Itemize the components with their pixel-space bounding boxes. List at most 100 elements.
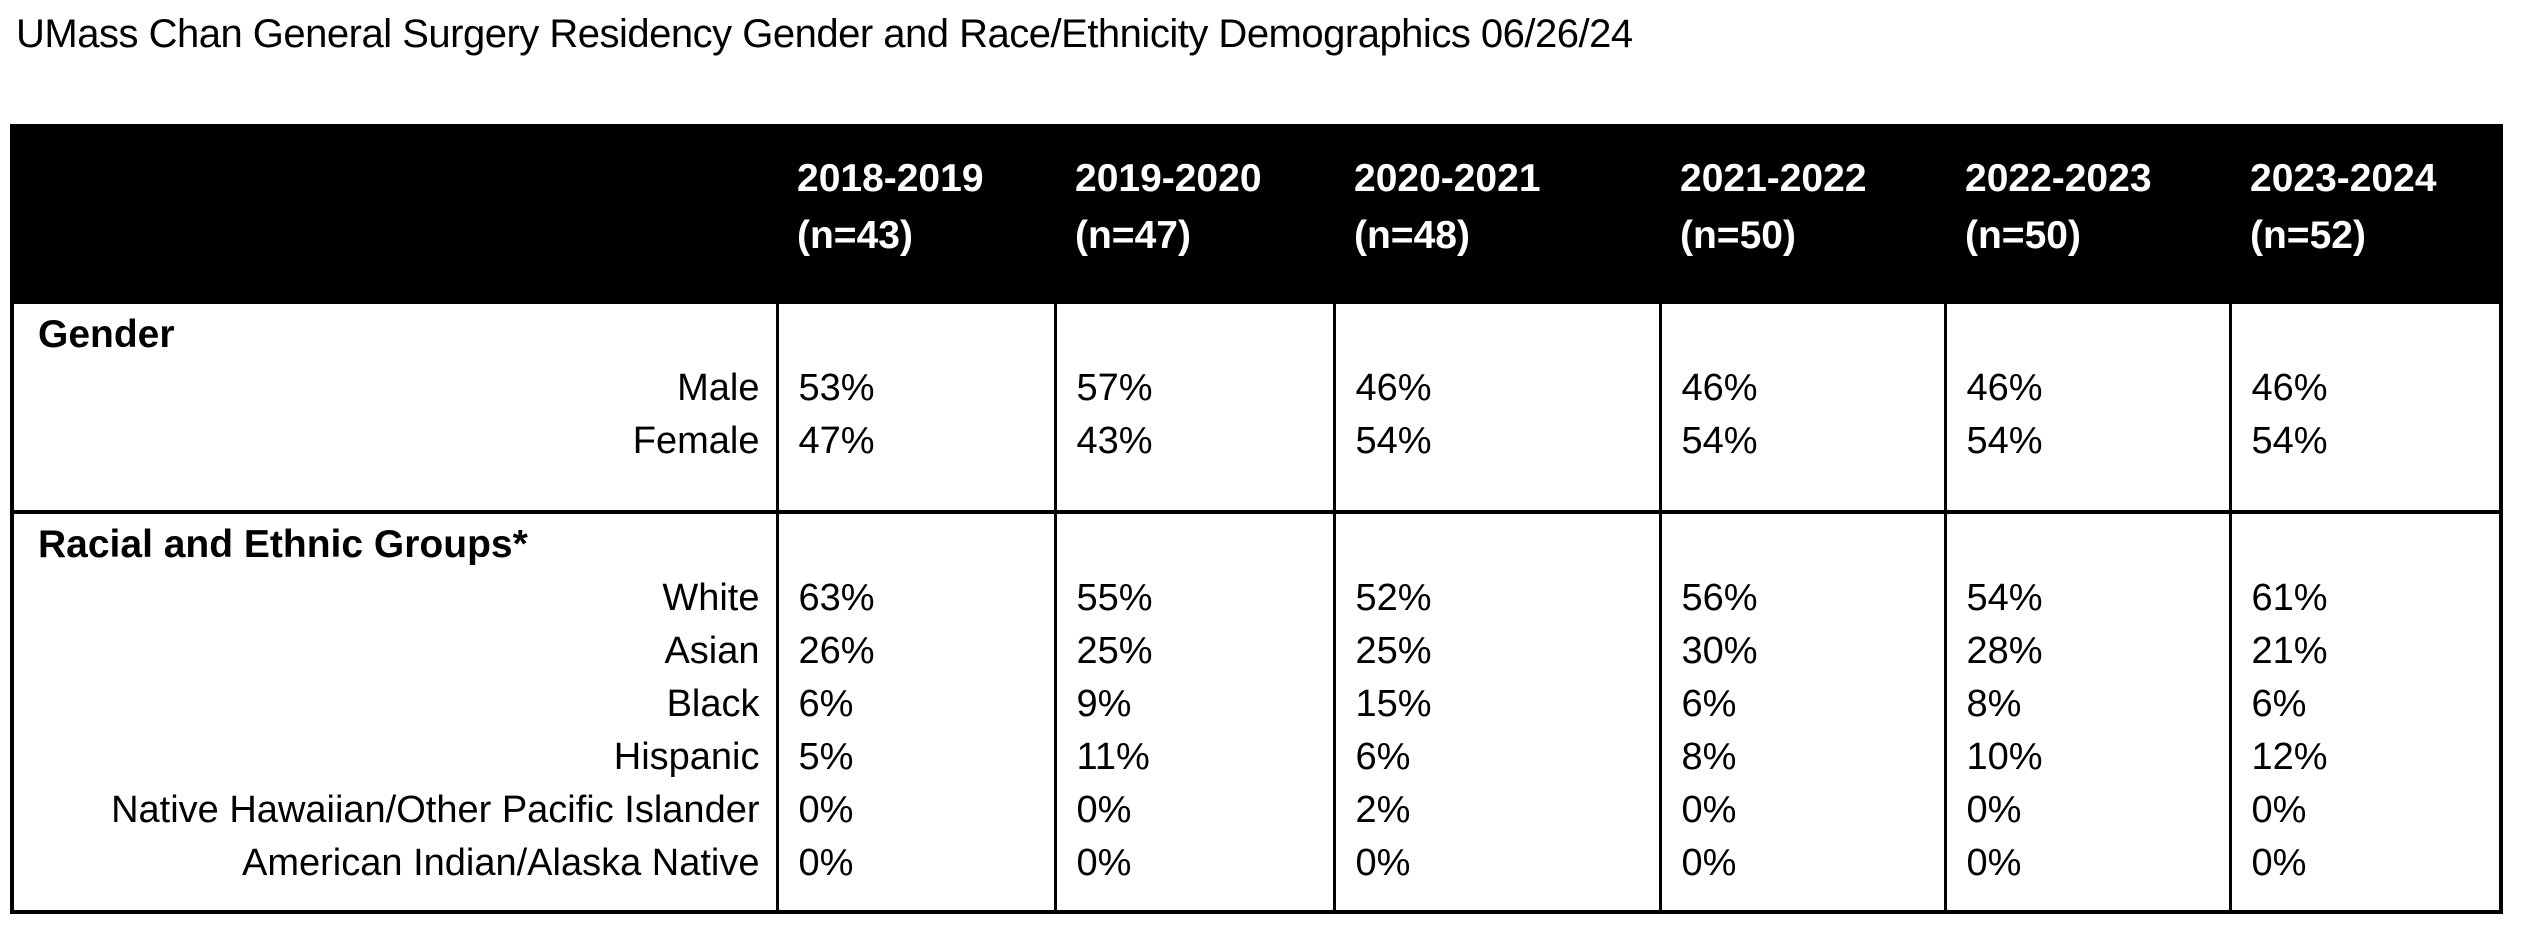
gender-data-cell: 46% 54% [1332, 304, 1660, 512]
data-value-female: 43% [1076, 420, 1153, 462]
data-value-hispanic: 6% [1355, 736, 1411, 778]
race-data-cell: 52% 25% 15% 6% 2% 0% [1332, 510, 1660, 912]
spacer [779, 304, 1054, 362]
spacer [2232, 514, 2500, 572]
data-value-female: 54% [1681, 420, 1758, 462]
spacer [1947, 304, 2229, 362]
row-label-black: Black [666, 683, 760, 725]
data-value-hispanic: 5% [798, 736, 854, 778]
data-value-black: 9% [1076, 683, 1132, 725]
race-label-cell: Racial and Ethnic Groups* White Asian Bl… [12, 510, 777, 912]
data-value-nhopi: 2% [1355, 789, 1411, 831]
row-label-female: Female [632, 420, 760, 462]
race-data-cell: 55% 25% 9% 11% 0% 0% [1053, 510, 1334, 912]
gender-data-cell: 46% 54% [1943, 304, 2230, 512]
spacer [1662, 304, 1944, 362]
data-value-nhopi: 0% [1076, 789, 1132, 831]
gender-data-cell: 57% 43% [1053, 304, 1334, 512]
col-header-n: (n=47) [1075, 214, 1191, 257]
data-value-white: 55% [1076, 577, 1153, 619]
col-header-year: 2023-2024 [2250, 157, 2437, 200]
data-value-female: 54% [1355, 420, 1432, 462]
section-gender: Gender Male Female 53% 47% 57% 43% 46% 5… [12, 304, 2501, 512]
data-value-white: 61% [2251, 577, 2328, 619]
data-value-black: 6% [1681, 683, 1737, 725]
data-value-male: 46% [1681, 367, 1758, 409]
col-header-year: 2019-2020 [1075, 157, 1262, 200]
data-value-white: 63% [798, 577, 875, 619]
data-value-white: 52% [1355, 577, 1432, 619]
spacer [1057, 304, 1333, 362]
race-data-cell: 61% 21% 6% 12% 0% 0% [2228, 510, 2501, 912]
race-data-cell: 56% 30% 6% 8% 0% 0% [1658, 510, 1945, 912]
spacer [1336, 304, 1659, 362]
data-value-aian: 0% [1966, 842, 2022, 884]
col-header-2022-2023: 2022-2023 (n=50) [1945, 126, 2230, 304]
data-value-aian: 0% [1355, 842, 1411, 884]
data-value-nhopi: 0% [2251, 789, 2307, 831]
data-value-male: 46% [1355, 367, 1432, 409]
data-value-nhopi: 0% [1681, 789, 1737, 831]
spacer [1947, 514, 2229, 572]
row-label-nhopi: Native Hawaiian/Other Pacific Islander [111, 789, 760, 831]
data-value-aian: 0% [1681, 842, 1737, 884]
gender-data-cell: 53% 47% [775, 304, 1055, 512]
race-data-cell: 54% 28% 8% 10% 0% 0% [1943, 510, 2230, 912]
col-header-year: 2022-2023 [1965, 157, 2152, 200]
data-value-black: 6% [2251, 683, 2307, 725]
row-label-white: White [662, 577, 760, 619]
data-value-hispanic: 11% [1076, 736, 1150, 778]
data-value-aian: 0% [2251, 842, 2307, 884]
col-header-n: (n=48) [1354, 214, 1470, 257]
data-value-male: 57% [1076, 367, 1153, 409]
col-header-n: (n=43) [797, 214, 913, 257]
spacer [1662, 514, 1944, 572]
data-value-white: 56% [1681, 577, 1758, 619]
gender-data-cell: 46% 54% [2228, 304, 2501, 512]
col-header-2020-2021: 2020-2021 (n=48) [1334, 126, 1660, 304]
spacer [779, 514, 1054, 572]
data-value-aian: 0% [798, 842, 854, 884]
gender-label-cell: Gender Male Female [12, 304, 777, 512]
data-value-asian: 25% [1076, 630, 1153, 672]
data-value-nhopi: 0% [798, 789, 854, 831]
col-header-2018-2019: 2018-2019 (n=43) [777, 126, 1055, 304]
data-value-black: 8% [1966, 683, 2022, 725]
row-label-hispanic: Hispanic [613, 736, 760, 778]
section-heading-race: Racial and Ethnic Groups* [38, 523, 528, 566]
col-header-2019-2020: 2019-2020 (n=47) [1055, 126, 1334, 304]
race-data-cell: 63% 26% 6% 5% 0% 0% [775, 510, 1055, 912]
row-label-aian: American Indian/Alaska Native [242, 842, 760, 884]
row-label-asian: Asian [664, 630, 760, 672]
data-value-nhopi: 0% [1966, 789, 2022, 831]
header-row: 2018-2019 (n=43) 2019-2020 (n=47) 2020-2… [12, 126, 2501, 304]
data-value-asian: 26% [798, 630, 875, 672]
data-value-white: 54% [1966, 577, 2043, 619]
col-header-n: (n=52) [2250, 214, 2366, 257]
data-value-hispanic: 12% [2251, 736, 2328, 778]
col-header-n: (n=50) [1965, 214, 2081, 257]
section-heading-gender: Gender [38, 313, 175, 356]
data-value-asian: 25% [1355, 630, 1432, 672]
col-header-2023-2024: 2023-2024 (n=52) [2230, 126, 2501, 304]
section-race-ethnicity: Racial and Ethnic Groups* White Asian Bl… [12, 510, 2501, 912]
data-value-hispanic: 8% [1681, 736, 1737, 778]
spacer [2232, 304, 2500, 362]
col-header-year: 2021-2022 [1680, 157, 1867, 200]
data-value-male: 46% [2251, 367, 2328, 409]
page-title: UMass Chan General Surgery Residency Gen… [16, 12, 1633, 56]
data-value-black: 6% [798, 683, 854, 725]
col-header-year: 2018-2019 [797, 157, 984, 200]
header-corner-cell [12, 126, 777, 304]
data-value-hispanic: 10% [1966, 736, 2043, 778]
col-header-year: 2020-2021 [1354, 157, 1541, 200]
data-value-male: 46% [1966, 367, 2043, 409]
data-value-female: 47% [798, 420, 875, 462]
row-label-male: Male [677, 367, 760, 409]
data-value-female: 54% [1966, 420, 2043, 462]
data-value-asian: 28% [1966, 630, 2043, 672]
spacer [1336, 514, 1659, 572]
data-value-aian: 0% [1076, 842, 1132, 884]
data-value-asian: 30% [1681, 630, 1758, 672]
spacer [1057, 514, 1333, 572]
